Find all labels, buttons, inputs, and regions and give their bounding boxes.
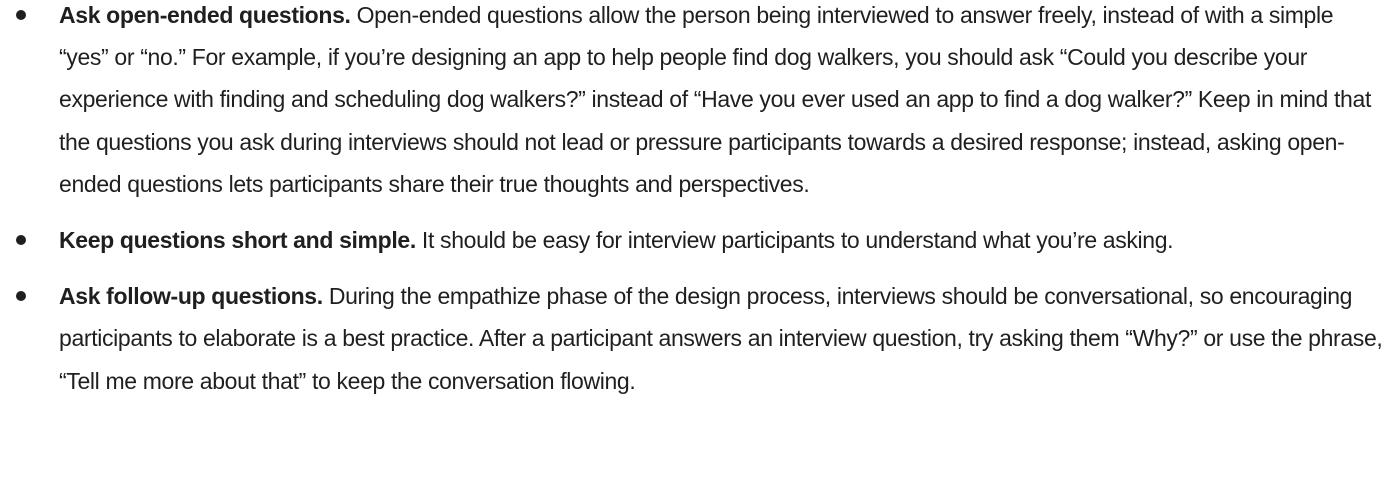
list-item: Keep questions short and simple. It shou… (0, 219, 1393, 261)
bullet-icon (16, 10, 26, 20)
bullet-icon (16, 291, 26, 302)
list-item-text: During the empathize phase of the design… (59, 283, 1383, 394)
list-item-lead: Ask follow-up questions. (59, 283, 323, 310)
list-item: Ask open-ended questions. Open-ended que… (0, 0, 1393, 205)
list-item-text: Open-ended questions allow the person be… (59, 2, 1371, 197)
interview-tips-list: Ask open-ended questions. Open-ended que… (0, 0, 1393, 402)
list-item-lead: Ask open-ended questions. (59, 2, 351, 28)
list-item-lead: Keep questions short and simple. (59, 227, 416, 254)
list-item: Ask follow-up questions. During the empa… (0, 275, 1393, 402)
bullet-icon (16, 235, 26, 246)
list-item-text: It should be easy for interview particip… (421, 227, 1174, 254)
